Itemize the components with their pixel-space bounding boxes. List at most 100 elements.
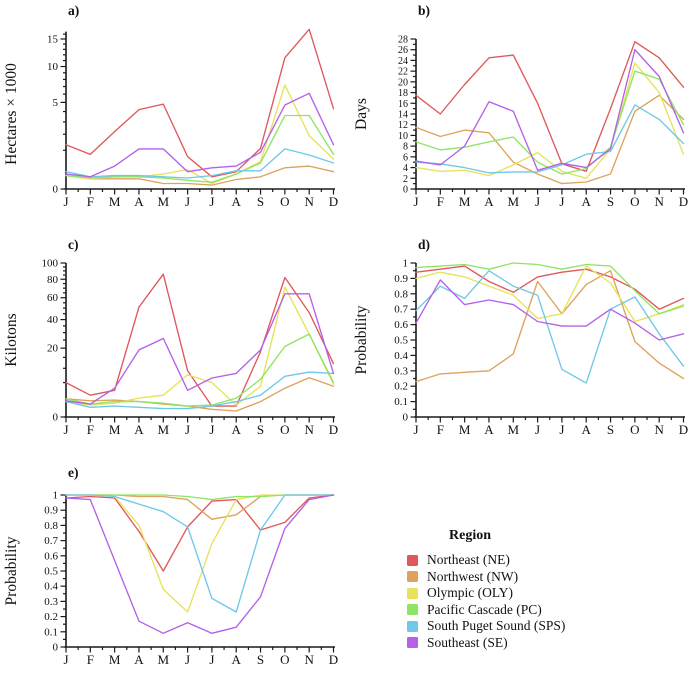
- series-line-PC: [65, 114, 335, 183]
- x-tick-label: J: [559, 194, 564, 209]
- y-tick-label: 0.4: [44, 581, 58, 593]
- x-tick-label: M: [459, 422, 471, 437]
- series-line-SPS: [65, 371, 335, 410]
- legend-item-northeast: Northeast (NE): [407, 552, 565, 569]
- y-tick-label: 0.3: [394, 365, 408, 377]
- series-line-SE: [65, 92, 335, 178]
- legend-title: Region: [449, 528, 491, 543]
- series-line-SE: [415, 279, 685, 341]
- series-line-PC: [415, 262, 685, 315]
- y-tick-label: 0.6: [394, 319, 408, 331]
- y-tick-label: 0.3: [44, 596, 58, 608]
- series-lines: [415, 262, 685, 384]
- legend-label: Northeast (NE): [427, 552, 510, 568]
- x-tick-label: J: [209, 194, 214, 209]
- series-line-SPS: [65, 148, 335, 179]
- y-tick-label: 10: [398, 131, 408, 142]
- y-tick-label: 100: [42, 258, 59, 270]
- panel-letter: e): [68, 465, 79, 480]
- x-tick-label: M: [157, 652, 169, 667]
- series-line-PC: [415, 70, 685, 175]
- series-lines: [415, 41, 685, 185]
- x-tick-label: A: [134, 194, 144, 209]
- series-lines: [65, 494, 335, 634]
- y-tick-label: 0.1: [44, 626, 58, 638]
- y-tick-label: 40: [47, 314, 59, 326]
- y-axis-title: Probability: [353, 305, 370, 374]
- panel-d: d) Probability J F M A M J J A S O N D 0 0.1 0.2 0.3 0.4 0.…: [350, 230, 700, 460]
- legend: Region Northeast (NE) Northwest (NW) Oly…: [350, 460, 700, 700]
- series-line-NE: [65, 494, 335, 572]
- y-tick-label: 8: [403, 142, 408, 153]
- panel-a: a) Hectares × 1000 J F M A M J J A S O N D 0 5 10 15: [0, 0, 350, 230]
- x-tick-label: J: [209, 652, 214, 667]
- pacific-cascade-swatch-icon: [407, 604, 418, 616]
- x-tick-label: J: [535, 422, 540, 437]
- x-tick-label: J: [413, 422, 418, 437]
- series-line-SE: [65, 293, 335, 405]
- y-tick-label: 0.7: [44, 535, 58, 547]
- axes: [64, 31, 335, 190]
- panel-letter: b): [418, 3, 430, 18]
- y-tick-label: 6: [403, 152, 408, 163]
- x-tick-label: D: [329, 194, 338, 209]
- series-line-OLY: [65, 494, 335, 613]
- x-tick-label: F: [437, 422, 444, 437]
- y-tick-label: 24: [398, 56, 408, 67]
- y-tick-label: 2: [403, 174, 408, 185]
- x-tick-label: S: [607, 194, 614, 209]
- x-tick-label: A: [232, 422, 242, 437]
- y-tick-label: 5: [53, 97, 59, 109]
- x-tick-label: N: [654, 194, 664, 209]
- series-line-NE: [65, 28, 335, 178]
- x-tick-label: O: [280, 652, 289, 667]
- y-tick-label: 0.5: [44, 566, 58, 578]
- y-tick-label: 10: [47, 61, 59, 73]
- y-tick-label: 0: [403, 185, 408, 196]
- ticks: [410, 38, 685, 195]
- panel-letter: a): [68, 3, 79, 18]
- x-tick-label: J: [185, 422, 190, 437]
- series-line-NW: [415, 270, 685, 383]
- x-tick-label: O: [630, 194, 639, 209]
- series-line-SE: [65, 494, 335, 634]
- panel-letter: d): [418, 237, 430, 252]
- x-tick-label: O: [630, 422, 639, 437]
- y-tick-label: 14: [398, 110, 408, 121]
- legend-label: Southeast (SE): [427, 634, 508, 650]
- x-tick-label: S: [257, 652, 264, 667]
- series-line-SPS: [415, 104, 685, 174]
- legend-label: South Puget Sound (SPS): [427, 618, 566, 634]
- x-tick-label: A: [134, 422, 144, 437]
- series-line-PC: [65, 333, 335, 407]
- y-tick-label: 0.8: [394, 288, 408, 300]
- x-tick-label: D: [329, 422, 338, 437]
- panel-c: c) Kilotons J F M A M J J A S O N D 0 20 40 60 80 100: [0, 230, 350, 460]
- series-line-NW: [65, 165, 335, 186]
- y-tick-label: 15: [47, 34, 59, 46]
- ticks: [60, 262, 335, 423]
- y-tick-label: 0: [403, 412, 409, 424]
- legend-label: Pacific Cascade (PC): [427, 601, 542, 617]
- y-tick-label: 12: [398, 120, 408, 131]
- y-tick-label: 0.5: [394, 335, 408, 347]
- y-tick-label: 18: [398, 88, 408, 99]
- x-tick-label: J: [559, 422, 564, 437]
- series-line-NE: [415, 265, 685, 310]
- x-tick-label: J: [413, 194, 418, 209]
- panel-b: b) Days J F M A M J J A S O N D 0 2 4 6 8 10 12 14 16 18 20 22 24 2…: [350, 0, 700, 230]
- x-tick-label: N: [654, 422, 664, 437]
- y-tick-label: 20: [398, 77, 408, 88]
- y-tick-label: 0.8: [44, 520, 58, 532]
- olympic-swatch-icon: [407, 587, 418, 599]
- y-tick-label: 0: [53, 642, 59, 654]
- x-tick-label: J: [63, 422, 68, 437]
- x-tick-label: D: [679, 194, 688, 209]
- panel-e: e) Probability J F M A M J J A S O N D 0 0.1 0.2 0.3 0.4 0.…: [0, 460, 350, 700]
- x-tick-label: M: [507, 194, 519, 209]
- x-tick-label: A: [134, 652, 144, 667]
